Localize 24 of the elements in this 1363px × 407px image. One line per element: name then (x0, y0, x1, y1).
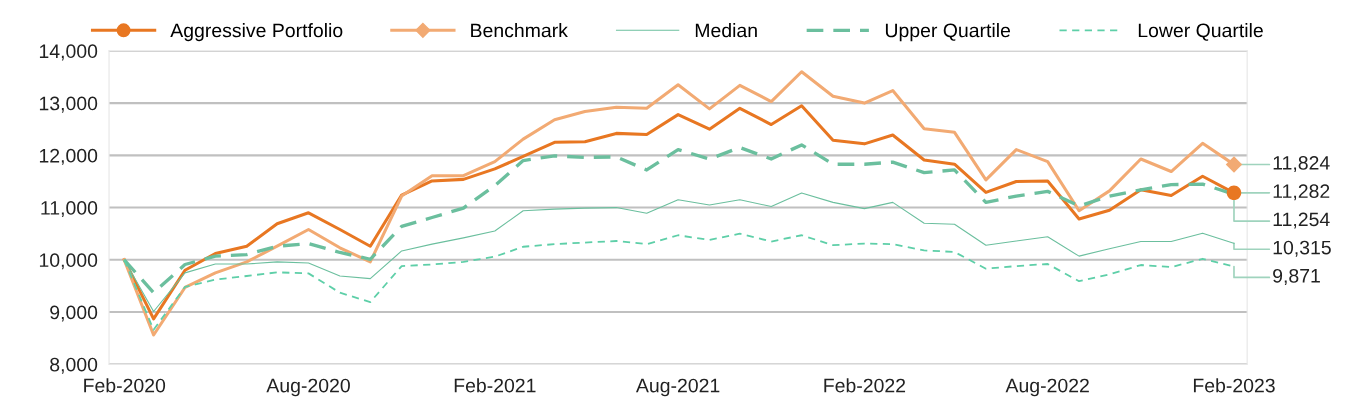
y-tick-label: 9,000 (50, 305, 98, 322)
legend-label: Aggressive Portfolio (170, 23, 343, 42)
y-tick-label: 10,000 (39, 253, 98, 270)
legend-label: Benchmark (471, 23, 568, 38)
x-tick-label: Aug-2022 (1005, 378, 1089, 397)
data-label: 11,254 (1273, 212, 1330, 229)
y-tick-label: 11,000 (41, 201, 98, 218)
legend-label: Median (695, 23, 757, 38)
y-tick-label: 14,000 (39, 44, 98, 61)
x-tick-label: Feb-2022 (824, 378, 906, 393)
data-label: 11,282 (1273, 184, 1330, 201)
legend-label: Upper Quartile (885, 23, 1011, 42)
legend-label: Lower Quartile (1138, 23, 1263, 41)
data-label: 11,824 (1273, 155, 1330, 173)
x-tick-label: Feb-2021 (454, 378, 536, 393)
y-tick-label: 13,000 (39, 96, 98, 113)
x-tick-label: Feb-2020 (84, 378, 166, 393)
x-tick-label: Aug-2021 (635, 378, 720, 397)
data-label: 9,871 (1273, 268, 1320, 285)
x-tick-label: Feb-2023 (1193, 378, 1275, 393)
data-label: 10,315 (1273, 240, 1331, 257)
x-tick-label: Aug-2020 (266, 378, 350, 397)
y-tick-label: 12,000 (39, 148, 98, 165)
y-tick-label: 8,000 (50, 357, 98, 374)
